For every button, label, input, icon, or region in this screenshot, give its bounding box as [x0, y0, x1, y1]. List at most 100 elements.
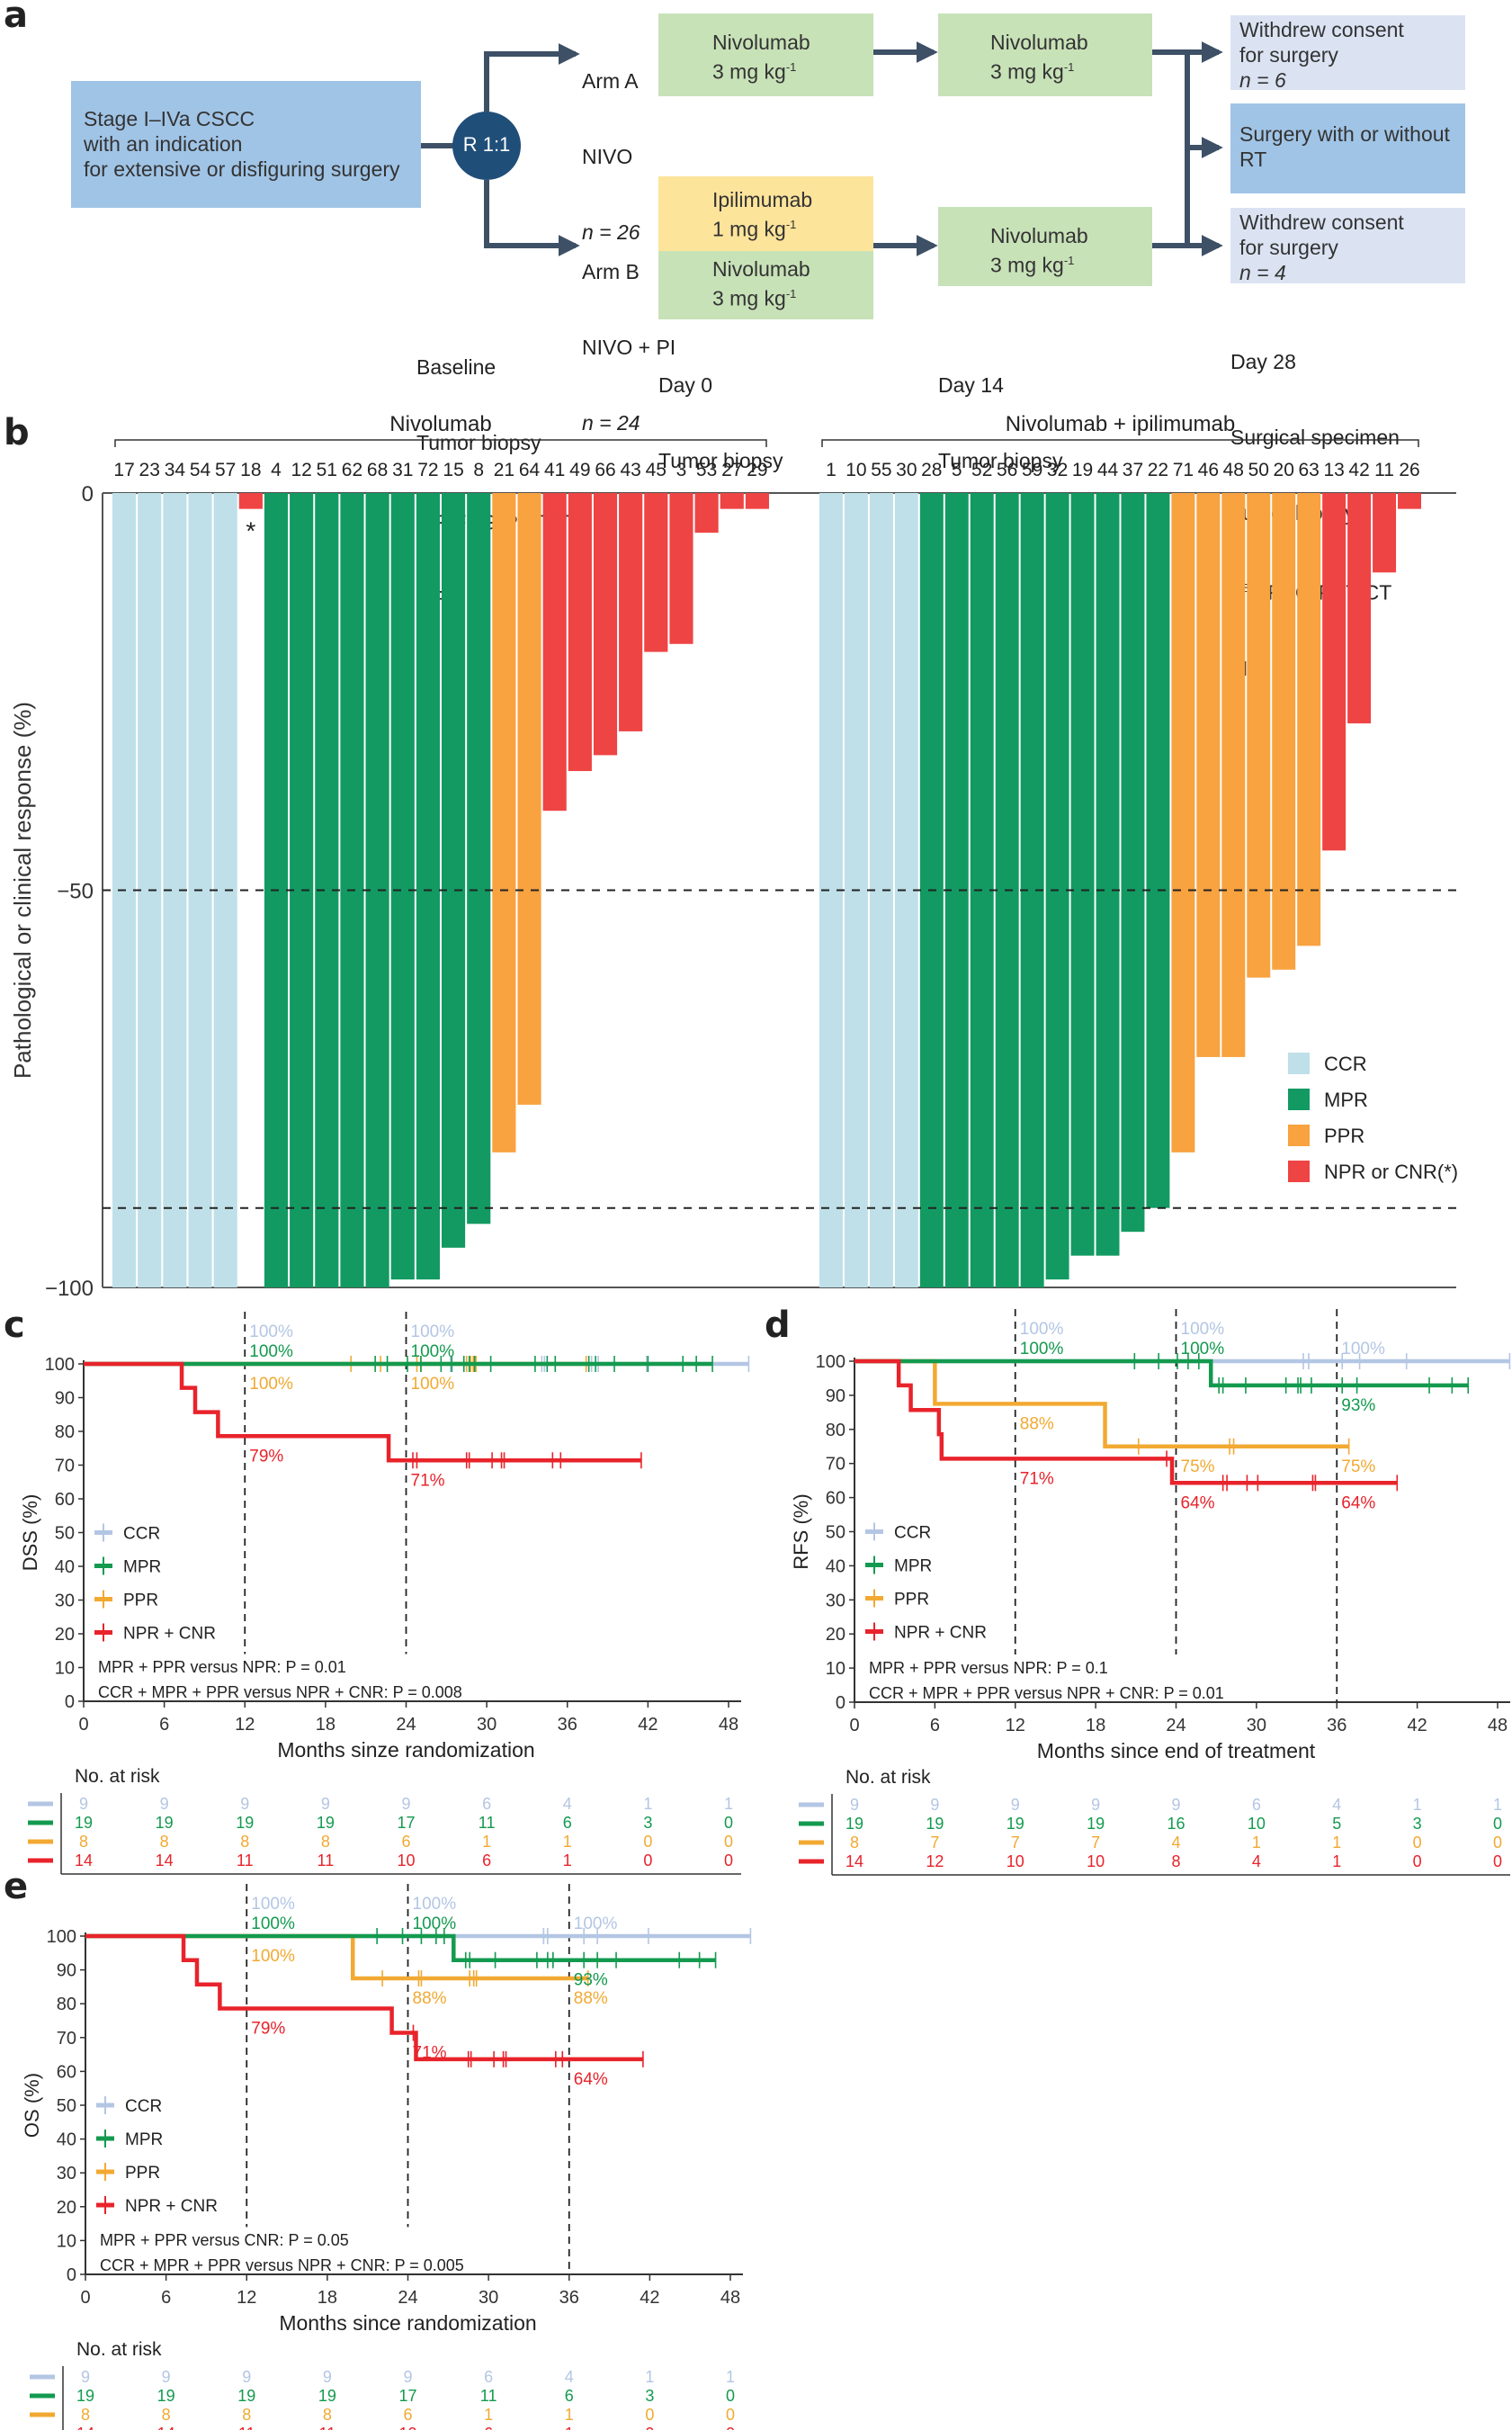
risk-count: 0	[1493, 1852, 1502, 1870]
y-tick-label: 30	[57, 2164, 76, 2183]
bar	[542, 493, 567, 811]
risk-table-title: No. at risk	[75, 1766, 160, 1787]
legend-label: CCR	[894, 1524, 931, 1543]
y-tick-label: 60	[55, 1490, 75, 1510]
bar-category-label: 56	[997, 460, 1017, 480]
y-tick-label: 90	[57, 1961, 76, 1981]
landmark-value: 100%	[1020, 1320, 1064, 1339]
group-title: Nivolumab	[389, 412, 491, 436]
risk-count: 9	[850, 1796, 859, 1814]
bar-category-label: 63	[1299, 460, 1320, 480]
bar	[1247, 493, 1271, 978]
risk-count: 1	[643, 1795, 652, 1813]
bar-category-label: 34	[165, 460, 186, 480]
bar	[492, 493, 516, 1152]
bar-category-label: 19	[1072, 460, 1093, 480]
landmark-value: 71%	[1020, 1469, 1054, 1488]
risk-count: 9	[323, 2368, 332, 2386]
flow-arrows	[421, 41, 1223, 256]
drug-dose: 3 mg kg-1	[712, 282, 873, 311]
timepoint: Day 0	[658, 373, 713, 397]
drug-dose: 3 mg kg-1	[990, 55, 1152, 85]
km-line-npr-cnr	[85, 1933, 643, 2062]
y-axis-label: OS (%)	[21, 2073, 43, 2138]
landmark-value: 100%	[413, 1914, 457, 1933]
bar	[1146, 493, 1170, 1208]
risk-count: 5	[1332, 1815, 1341, 1833]
y-tick-label: 0	[82, 482, 94, 507]
bar-category-label: 41	[544, 460, 565, 480]
y-tick-label: 0	[67, 2265, 76, 2285]
bar-category-label: 26	[1399, 460, 1419, 480]
risk-count: 6	[403, 2406, 412, 2424]
risk-count: 19	[1007, 1815, 1024, 1833]
panel-letter-e: e	[4, 1866, 29, 1907]
stage-line-1: Stage I–IVa CSCC	[84, 107, 255, 130]
bar-category-label: 49	[569, 460, 590, 480]
y-tick-label: −100	[45, 1277, 94, 1301]
risk-count: 9	[401, 1795, 410, 1813]
outcome-n: n = 6	[1239, 68, 1286, 92]
legend-label: MPR	[894, 1557, 932, 1576]
bar	[593, 493, 618, 756]
y-tick-label: 50	[55, 1524, 75, 1544]
legend-swatch	[1288, 1089, 1310, 1110]
bar	[1171, 493, 1195, 1152]
risk-count: 1	[563, 1833, 572, 1851]
bar	[1297, 493, 1321, 946]
risk-count: 14	[157, 2425, 175, 2430]
x-tick-label: 6	[161, 2288, 171, 2308]
risk-count: 1	[1332, 1852, 1341, 1870]
outcome-line: for surgery	[1239, 236, 1338, 259]
y-tick-label: 40	[55, 1557, 75, 1577]
risk-count: 1	[1332, 1834, 1341, 1852]
risk-count: 4	[563, 1795, 572, 1813]
landmark-value: 71%	[411, 1471, 445, 1490]
dose-value: 3 mg kg	[990, 253, 1064, 277]
y-tick-label: 80	[826, 1421, 845, 1440]
landmark-value: 100%	[251, 1947, 295, 1966]
risk-count: 1	[645, 2368, 654, 2386]
y-tick-label: 40	[826, 1556, 845, 1576]
drug-dose: 3 mg kg-1	[990, 248, 1152, 278]
assessment: Tumor biopsy	[416, 431, 541, 454]
bar	[619, 493, 643, 731]
arrow-to-arm-b	[484, 180, 580, 256]
bar-category-label: 20	[1274, 460, 1294, 480]
outcome-line: Surgery with or without	[1239, 122, 1450, 146]
x-tick-label: 48	[1488, 1716, 1508, 1735]
km-line-ppr	[85, 1933, 588, 1981]
bar	[1398, 493, 1421, 509]
y-tick-label: 50	[826, 1523, 845, 1543]
assessment: Surgical specimen	[1230, 426, 1400, 449]
bar	[238, 493, 263, 509]
landmark-value: 75%	[1181, 1457, 1215, 1476]
legend-label: PPR	[125, 2164, 160, 2183]
arm-b-treatment: NIVO + PI	[582, 336, 676, 359]
group-title: Nivolumab + ipilimumab	[1006, 412, 1235, 436]
bar-category-label: 72	[417, 460, 438, 480]
arrow-to-arm-a	[484, 43, 580, 112]
y-axis-label: RFS (%)	[790, 1493, 812, 1569]
x-tick-label: 18	[318, 2288, 337, 2308]
risk-count: 8	[240, 1833, 249, 1851]
km-line-mpr	[85, 1933, 716, 1962]
landmark-value: 79%	[251, 2019, 285, 2038]
x-tick-label: 24	[398, 2288, 417, 2308]
risk-count: 0	[726, 2406, 735, 2424]
risk-count: 14	[75, 1852, 93, 1870]
legend-label: MPR	[1324, 1089, 1368, 1111]
dose-value: 3 mg kg	[712, 59, 786, 84]
risk-count: 17	[398, 2387, 416, 2405]
risk-count: 7	[1091, 1834, 1100, 1852]
y-tick-label: 20	[57, 2198, 76, 2218]
stage-line-2: with an indication	[84, 132, 243, 156]
day0-arm-b-nivolumab-box: Nivolumab 3 mg kg-1	[658, 251, 873, 319]
bar-category-label: 53	[696, 460, 717, 480]
risk-count: 9	[1171, 1796, 1180, 1814]
risk-count: 9	[160, 1795, 169, 1813]
y-tick-label: 70	[57, 2029, 76, 2049]
drug-name: Nivolumab	[712, 31, 810, 54]
landmark-value: 100%	[411, 1342, 455, 1361]
x-tick-label: 24	[1166, 1716, 1185, 1735]
